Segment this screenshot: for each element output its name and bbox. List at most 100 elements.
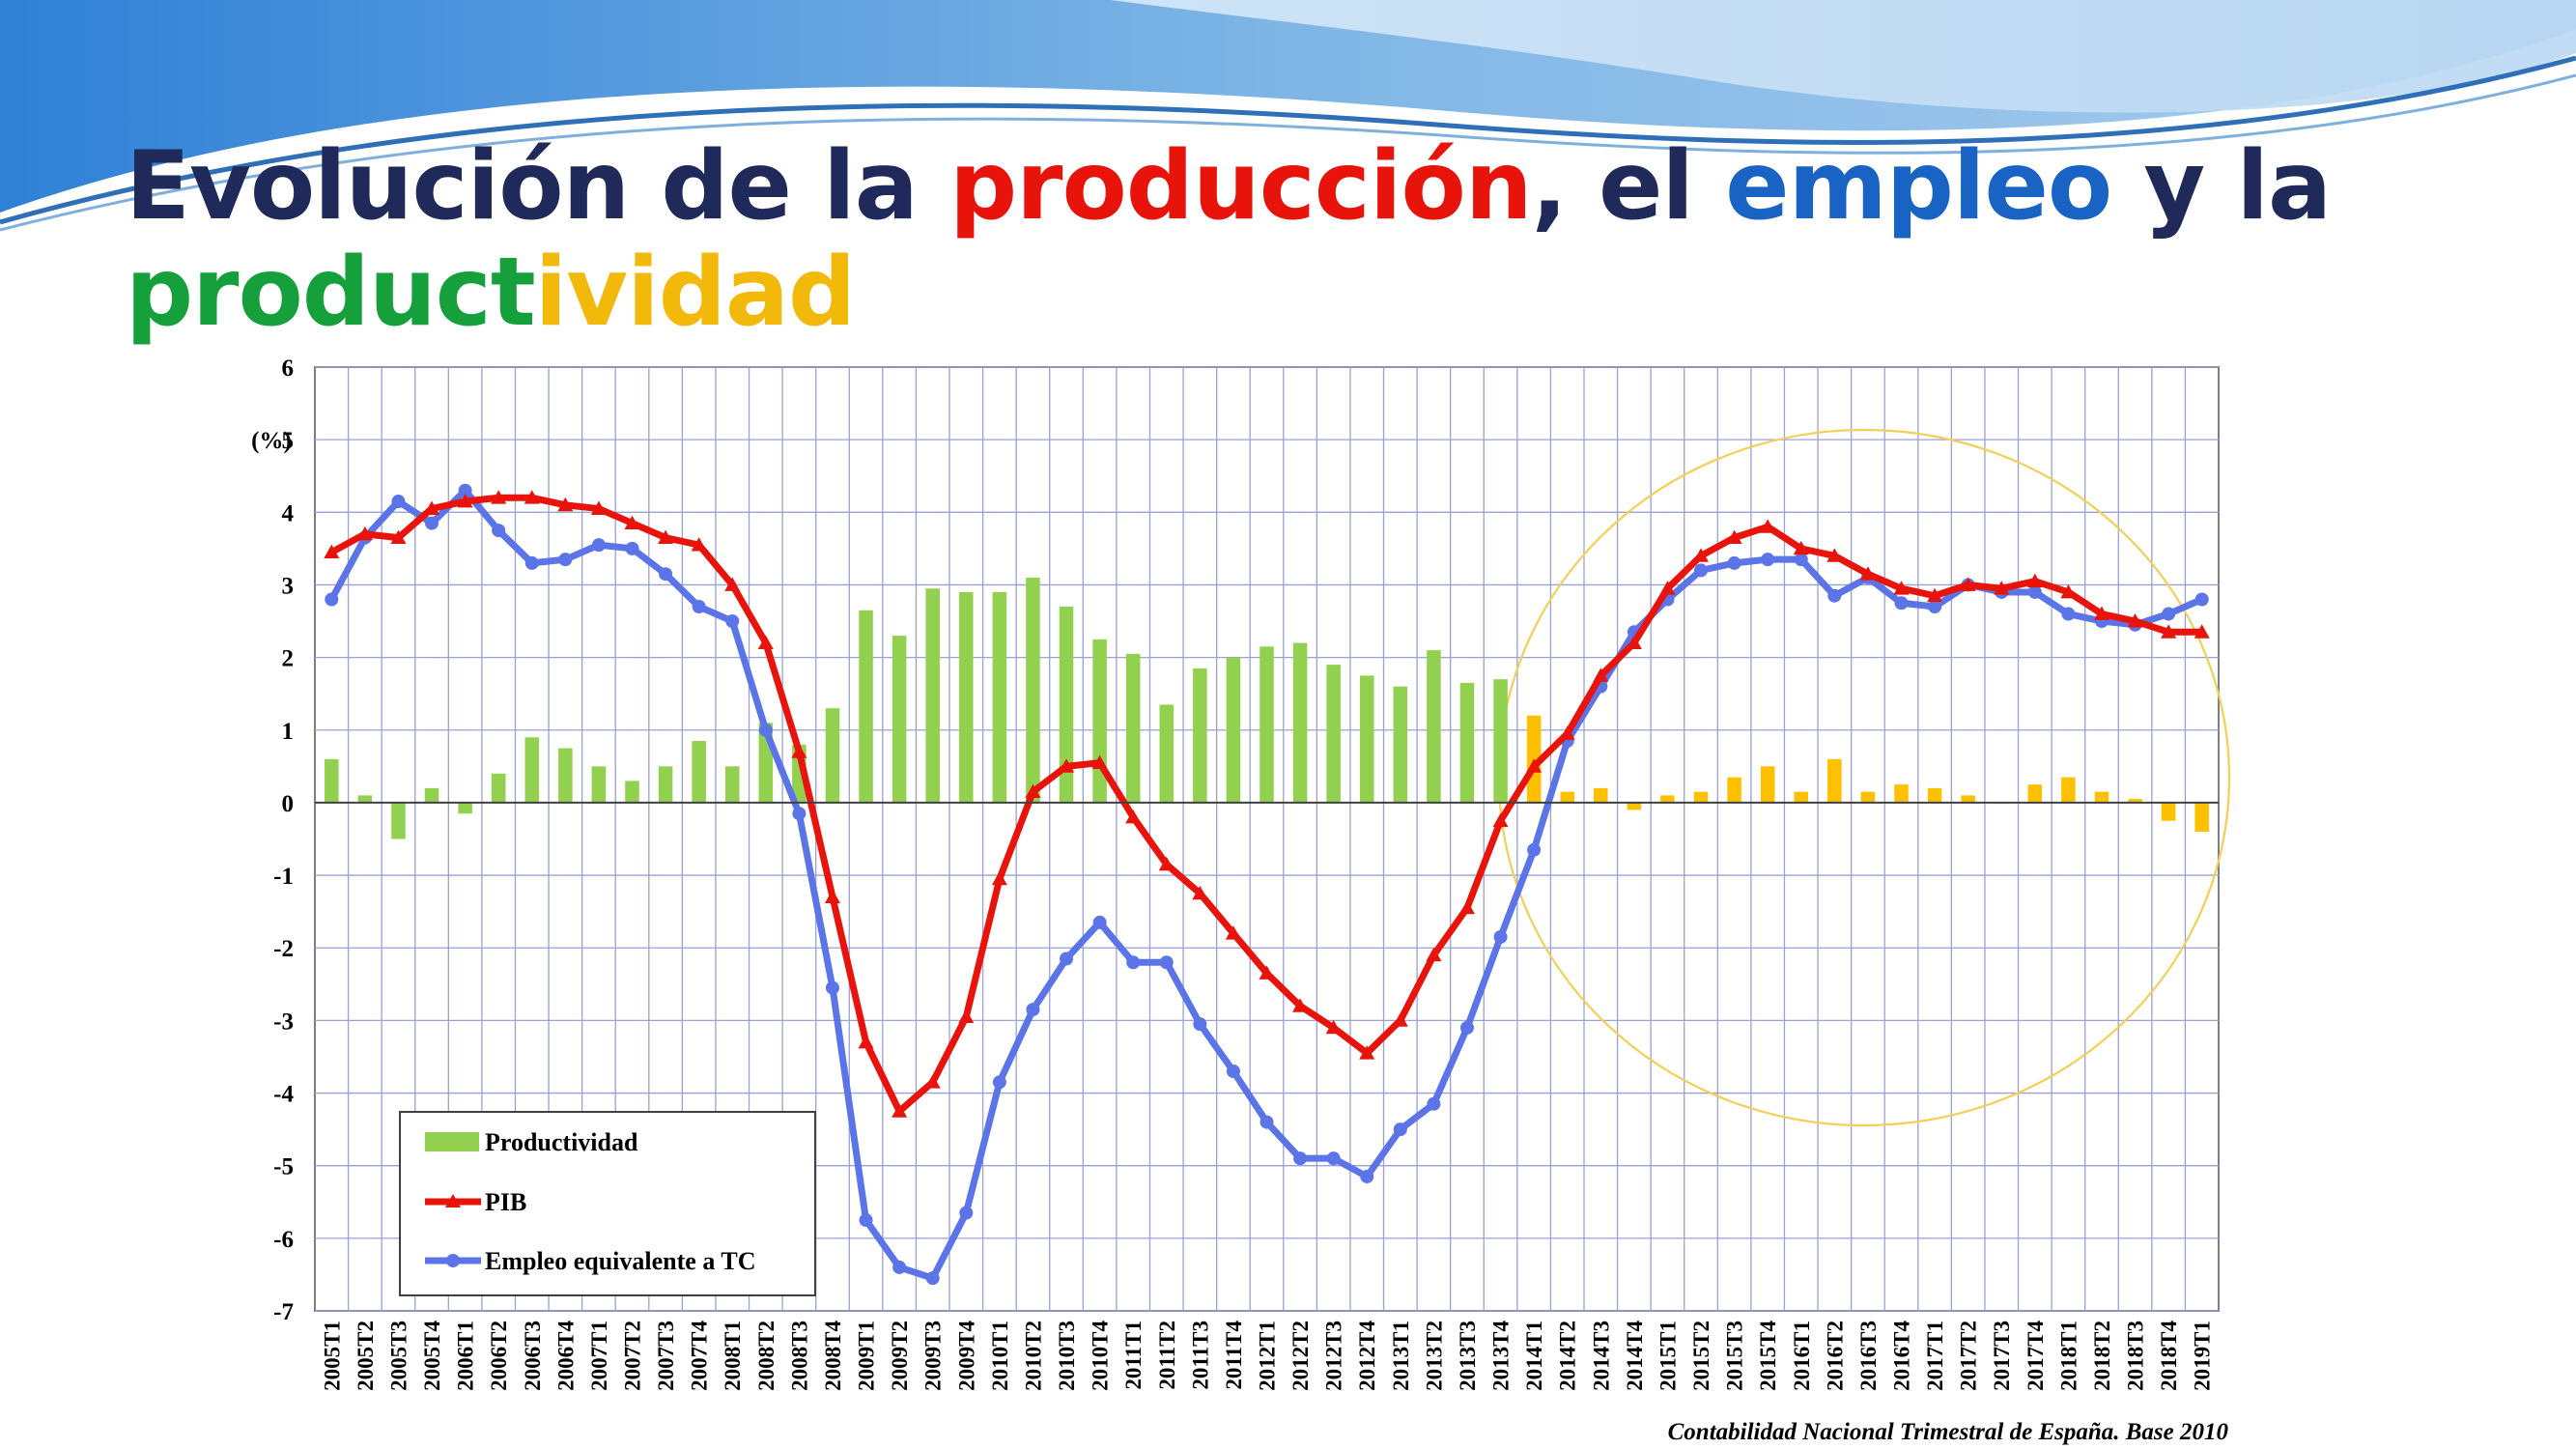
pib-point xyxy=(457,494,473,508)
productividad-bar xyxy=(1292,642,1308,803)
productividad-bar xyxy=(658,766,673,803)
pib-point xyxy=(2093,606,2109,620)
pib-point xyxy=(1225,925,1241,940)
x-tick-label: 2009T2 xyxy=(888,1321,912,1391)
x-tick-label: 2016T2 xyxy=(1823,1321,1847,1391)
x-tick-label: 2016T4 xyxy=(1890,1321,1914,1391)
y-tick-label: 4 xyxy=(282,500,295,526)
productividad-bar xyxy=(625,781,639,803)
x-tick-label: 2006T2 xyxy=(487,1321,511,1391)
x-tick-label: 2018T4 xyxy=(2157,1321,2181,1391)
productividad-bar xyxy=(357,795,373,803)
pib-point xyxy=(1693,548,1710,562)
empleo-point xyxy=(925,1271,940,1286)
x-tick-label: 2017T4 xyxy=(2024,1321,2048,1391)
x-tick-label: 2009T3 xyxy=(921,1321,946,1391)
empleo-point xyxy=(825,980,839,995)
pib-point xyxy=(590,500,607,515)
empleo-point xyxy=(625,541,639,555)
pib-point xyxy=(1593,668,1609,682)
productividad-bar xyxy=(1226,657,1241,803)
empleo-point xyxy=(558,553,573,567)
x-tick-label: 2010T1 xyxy=(988,1321,1012,1391)
pib-point xyxy=(1726,529,1742,545)
pib-point xyxy=(858,1034,874,1049)
legend-label-productividad: Productividad xyxy=(485,1128,638,1156)
pib-point xyxy=(2127,613,2143,628)
productividad-bar xyxy=(1427,650,1441,803)
productividad-bar xyxy=(825,708,840,803)
empleo-point xyxy=(1092,915,1107,929)
title-part-1: Evolución de la xyxy=(126,131,949,242)
x-tick-label: 2007T4 xyxy=(688,1321,712,1391)
productividad-bar xyxy=(859,610,873,803)
x-tick-label: 2009T1 xyxy=(855,1321,879,1391)
x-tick-label: 2014T2 xyxy=(1556,1321,1580,1391)
x-tick-label: 2010T4 xyxy=(1089,1321,1113,1391)
pib-point xyxy=(1826,548,1843,562)
x-tick-label: 2015T2 xyxy=(1689,1321,1713,1391)
productividad-bar xyxy=(1359,675,1374,803)
source-note: Contabilidad Nacional Trimestral de Espa… xyxy=(1667,1419,2228,1445)
x-tick-label: 2018T3 xyxy=(2124,1321,2148,1391)
pib-point xyxy=(1125,809,1142,824)
productividad-bar xyxy=(959,591,974,803)
y-tick-label: 2 xyxy=(282,646,295,672)
x-tick-label: 2014T4 xyxy=(1623,1321,1647,1391)
pib-point xyxy=(1559,725,1575,740)
empleo-point xyxy=(1459,1020,1474,1035)
title-part-produccion: producción xyxy=(948,131,1533,242)
x-tick-label: 2014T3 xyxy=(1589,1321,1613,1391)
empleo-point xyxy=(1260,1115,1274,1129)
productividad-bar xyxy=(1493,679,1508,803)
empleo-point xyxy=(659,567,673,582)
productividad-bar xyxy=(1092,639,1107,803)
pib-point xyxy=(1158,856,1175,871)
productividad-bar xyxy=(1059,607,1074,803)
pib-point xyxy=(1994,581,2010,595)
productividad-bar xyxy=(1459,682,1475,803)
empleo-point xyxy=(492,524,506,538)
empleo-point xyxy=(2027,584,2042,599)
empleo-point xyxy=(1026,1003,1040,1017)
productividad-bar xyxy=(724,766,740,803)
title-part-ividad: ividad xyxy=(534,238,856,348)
pib-point xyxy=(2194,624,2210,639)
productividad-bar xyxy=(1894,784,1909,803)
pib-point xyxy=(892,1103,908,1118)
empleo-point xyxy=(425,516,439,530)
empleo-point xyxy=(524,555,539,570)
productividad-bar xyxy=(1326,665,1341,803)
productividad-bar xyxy=(1627,802,1642,810)
pib-point xyxy=(1025,783,1041,799)
empleo-point xyxy=(1493,929,1508,944)
productividad-bar xyxy=(458,802,472,814)
y-tick-label: -7 xyxy=(273,1299,294,1325)
productividad-bar xyxy=(1026,577,1040,803)
productividad-bar xyxy=(524,737,540,803)
productividad-bar xyxy=(1393,686,1408,803)
productividad-bar xyxy=(1260,646,1274,803)
x-tick-label: 2013T4 xyxy=(1489,1321,1514,1391)
x-tick-label: 2013T1 xyxy=(1389,1321,1413,1391)
pib-point xyxy=(1927,587,1943,603)
productividad-bar xyxy=(1794,791,1809,803)
pib-point xyxy=(958,1009,975,1024)
productividad-bar xyxy=(2128,799,2142,803)
empleo-point xyxy=(1794,553,1808,567)
pib-point xyxy=(1859,566,1876,581)
x-tick-label: 2018T2 xyxy=(2090,1321,2114,1391)
pib-point xyxy=(1292,998,1309,1012)
x-tick-label: 2008T3 xyxy=(787,1321,811,1391)
y-tick-label: 5 xyxy=(282,428,295,454)
empleo-point xyxy=(1928,600,1942,614)
x-tick-label: 2013T2 xyxy=(1422,1321,1446,1391)
pib-point xyxy=(2026,573,2043,588)
x-tick-label: 2013T3 xyxy=(1456,1321,1480,1391)
pib-point xyxy=(390,529,407,545)
x-tick-label: 2005T4 xyxy=(420,1321,444,1391)
empleo-point xyxy=(725,614,740,629)
empleo-point xyxy=(458,483,472,497)
x-tick-label: 2007T3 xyxy=(654,1321,678,1391)
empleo-point xyxy=(758,723,773,737)
